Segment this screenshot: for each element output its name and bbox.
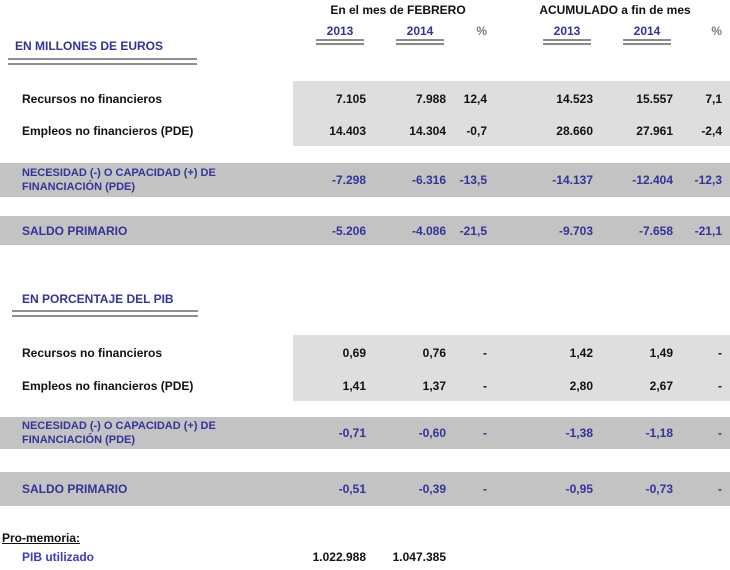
cell-value: 0,76 xyxy=(422,346,446,360)
cell-value: -14.137 xyxy=(552,173,593,187)
cell-value: 7,1 xyxy=(705,92,722,106)
year-header-2013-month: 2013 xyxy=(293,24,366,45)
cell-value: 12,4 xyxy=(463,92,487,106)
cell-value: - xyxy=(718,482,722,496)
cell-value: 1,37 xyxy=(422,379,446,393)
table-row-empleos-pib: Empleos no financieros (PDE) 1,41 1,37 -… xyxy=(0,378,730,394)
row-label: NECESIDAD (-) O CAPACIDAD (+) DE FINANCI… xyxy=(0,166,293,194)
cell-value: -13,5 xyxy=(459,173,487,187)
cell-value: 2,67 xyxy=(649,379,673,393)
row-label-line2: FINANCIACIÓN (PDE) xyxy=(22,181,136,193)
cell-value: -5.206 xyxy=(331,223,366,238)
section-rule-pib xyxy=(12,310,198,317)
column-group-title-accumulated: ACUMULADO a fin de mes xyxy=(539,3,691,17)
cell-value: 1.022.988 xyxy=(312,550,366,564)
cell-value: -7.658 xyxy=(638,223,673,238)
promemoria-title: Pro-memoria: xyxy=(2,531,81,545)
row-label-line2: FINANCIACIÓN (PDE) xyxy=(22,434,136,446)
cell-value: 14.304 xyxy=(409,124,446,138)
cell-value: 14.523 xyxy=(556,92,593,106)
year-header-2014-month: 2014 xyxy=(366,24,446,45)
table-row-recursos-millones: Recursos no financieros 7.105 7.988 12,4… xyxy=(0,91,730,107)
row-label: Empleos no financieros (PDE) xyxy=(22,124,194,138)
cell-value: 1.047.385 xyxy=(392,550,446,564)
data-panel-pib xyxy=(293,335,730,401)
band-row-necesidad-pib: NECESIDAD (-) O CAPACIDAD (+) DE FINANCI… xyxy=(0,417,730,449)
cell-value: -0,60 xyxy=(418,426,446,440)
cell-value: - xyxy=(483,379,487,393)
cell-value: -9.703 xyxy=(558,223,593,238)
cell-value: 0,69 xyxy=(342,346,366,360)
row-label-line1: NECESIDAD (-) O CAPACIDAD (+) DE xyxy=(22,420,216,432)
cell-value: 1,41 xyxy=(342,379,366,393)
row-label: SALDO PRIMARIO xyxy=(22,482,128,496)
data-panel-millones xyxy=(293,81,730,146)
cell-value: - xyxy=(483,426,487,440)
year-header-2014-accum: 2014 xyxy=(593,24,673,45)
row-label: NECESIDAD (-) O CAPACIDAD (+) DE FINANCI… xyxy=(0,419,293,447)
row-label: PIB utilizado xyxy=(22,550,94,564)
cell-value: -0,39 xyxy=(418,482,446,496)
cell-value: -1,38 xyxy=(565,426,593,440)
band-row-saldo-millones: SALDO PRIMARIO -5.206 -4.086 -21,5 -9.70… xyxy=(0,216,730,245)
cell-value: 15.557 xyxy=(636,92,673,106)
cell-value: - xyxy=(483,346,487,360)
cell-value: 7.988 xyxy=(415,92,446,106)
cell-value: - xyxy=(483,482,487,496)
row-label: Recursos no financieros xyxy=(22,92,163,106)
cell-value: 2,80 xyxy=(569,379,593,393)
row-label: Recursos no financieros xyxy=(22,346,163,360)
column-group-title-month: En el mes de FEBRERO xyxy=(330,3,466,17)
cell-value: -1,18 xyxy=(645,426,673,440)
cell-value: -21,1 xyxy=(694,223,722,238)
pct-header-accum: % xyxy=(711,24,722,38)
cell-value: 7.105 xyxy=(335,92,366,106)
cell-value: - xyxy=(718,379,722,393)
section-rule-millones xyxy=(8,58,197,65)
year-header-2013-accum: 2013 xyxy=(489,24,593,45)
cell-value: -0,73 xyxy=(645,482,673,496)
table-row-empleos-millones: Empleos no financieros (PDE) 14.403 14.3… xyxy=(0,123,730,139)
cell-value: - xyxy=(718,426,722,440)
band-row-necesidad-millones: NECESIDAD (-) O CAPACIDAD (+) DE FINANCI… xyxy=(0,163,730,197)
cell-value: -12.404 xyxy=(632,173,673,187)
cell-value: -2,4 xyxy=(701,124,722,138)
cell-value: -12,3 xyxy=(694,173,722,187)
cell-value: -6.316 xyxy=(411,173,446,187)
table-row-pib-utilizado: PIB utilizado 1.022.988 1.047.385 xyxy=(0,549,730,565)
cell-value: 14.403 xyxy=(329,124,366,138)
section-title-millones: EN MILLONES DE EUROS xyxy=(15,39,164,53)
band-row-saldo-pib: SALDO PRIMARIO -0,51 -0,39 - -0,95 -0,73… xyxy=(0,472,730,506)
column-headers-row: 2013 2014 % 2013 2014 % xyxy=(0,24,730,45)
cell-value: 1,42 xyxy=(569,346,593,360)
row-label: SALDO PRIMARIO xyxy=(22,223,128,238)
cell-value: 28.660 xyxy=(556,124,593,138)
cell-value: -0,7 xyxy=(466,124,487,138)
pct-header-month: % xyxy=(476,24,487,38)
cell-value: -21,5 xyxy=(459,223,487,238)
row-label-line1: NECESIDAD (-) O CAPACIDAD (+) DE xyxy=(22,167,216,179)
cell-value: - xyxy=(718,346,722,360)
cell-value: 1,49 xyxy=(649,346,673,360)
cell-value: -4.086 xyxy=(411,223,446,238)
row-label: Empleos no financieros (PDE) xyxy=(22,379,194,393)
cell-value: -7.298 xyxy=(331,173,366,187)
cell-value: -0,95 xyxy=(565,482,593,496)
section-title-pib: EN PORCENTAJE DEL PIB xyxy=(22,292,174,306)
cell-value: -0,51 xyxy=(338,482,366,496)
cell-value: -0,71 xyxy=(338,426,366,440)
cell-value: 27.961 xyxy=(636,124,673,138)
table-row-recursos-pib: Recursos no financieros 0,69 0,76 - 1,42… xyxy=(0,345,730,361)
